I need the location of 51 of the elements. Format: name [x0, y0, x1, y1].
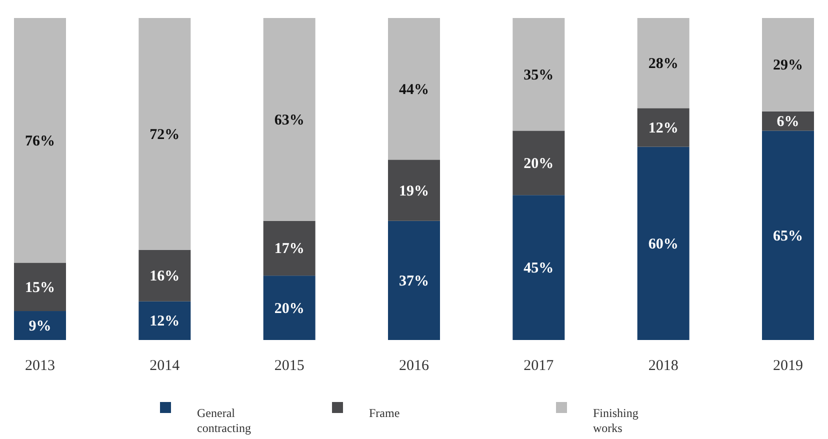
bar: [138, 250, 191, 302]
x-tick-label: 2018: [648, 358, 678, 374]
data-label: 44%: [399, 82, 429, 98]
bar: [263, 220, 316, 276]
bar: [762, 18, 814, 112]
bar: [14, 18, 66, 263]
data-label: 20%: [274, 300, 304, 317]
data-label: 37%: [399, 273, 429, 290]
data-label: 28%: [648, 56, 678, 72]
data-label: 16%: [150, 268, 180, 285]
bar: [14, 262, 66, 312]
bar: [138, 18, 191, 250]
data-label: 12%: [648, 120, 678, 136]
data-label: 45%: [524, 260, 554, 277]
data-label: 17%: [274, 241, 304, 258]
bar: [762, 130, 814, 340]
bar: [138, 301, 191, 340]
bar: [263, 276, 316, 340]
bar: [512, 195, 565, 340]
data-label: 20%: [524, 156, 554, 172]
data-label: 60%: [648, 236, 678, 252]
data-label: 76%: [25, 133, 55, 150]
data-label: 29%: [773, 58, 803, 74]
data-label: 63%: [274, 112, 304, 128]
data-label: 65%: [773, 228, 803, 244]
x-tick-label: 2013: [25, 358, 55, 374]
bar: [14, 311, 66, 340]
data-label: 15%: [25, 280, 55, 296]
bar: [637, 146, 690, 340]
legend-label: Finishing works: [593, 406, 638, 435]
data-label: 6%: [776, 114, 800, 130]
data-label: 12%: [150, 314, 180, 330]
bar: [637, 108, 690, 147]
legend-label: General contracting: [197, 406, 251, 435]
bar: [388, 160, 440, 221]
x-tick-label: 2016: [399, 358, 430, 374]
data-label: 19%: [399, 183, 429, 200]
bar: [388, 220, 440, 340]
data-label: 9%: [28, 318, 52, 335]
bar: [512, 130, 565, 196]
x-tick-label: 2017: [524, 358, 554, 374]
bar: [263, 18, 316, 221]
x-tick-label: 2014: [150, 358, 180, 374]
x-tick-label: 2019: [773, 358, 803, 374]
data-label: 35%: [524, 67, 554, 84]
legend-label: Frame: [369, 406, 400, 420]
data-label: 72%: [150, 126, 180, 143]
bar: [512, 18, 565, 131]
bar: [637, 18, 690, 108]
bar: [388, 18, 440, 160]
x-tick-label: 2015: [274, 358, 304, 374]
